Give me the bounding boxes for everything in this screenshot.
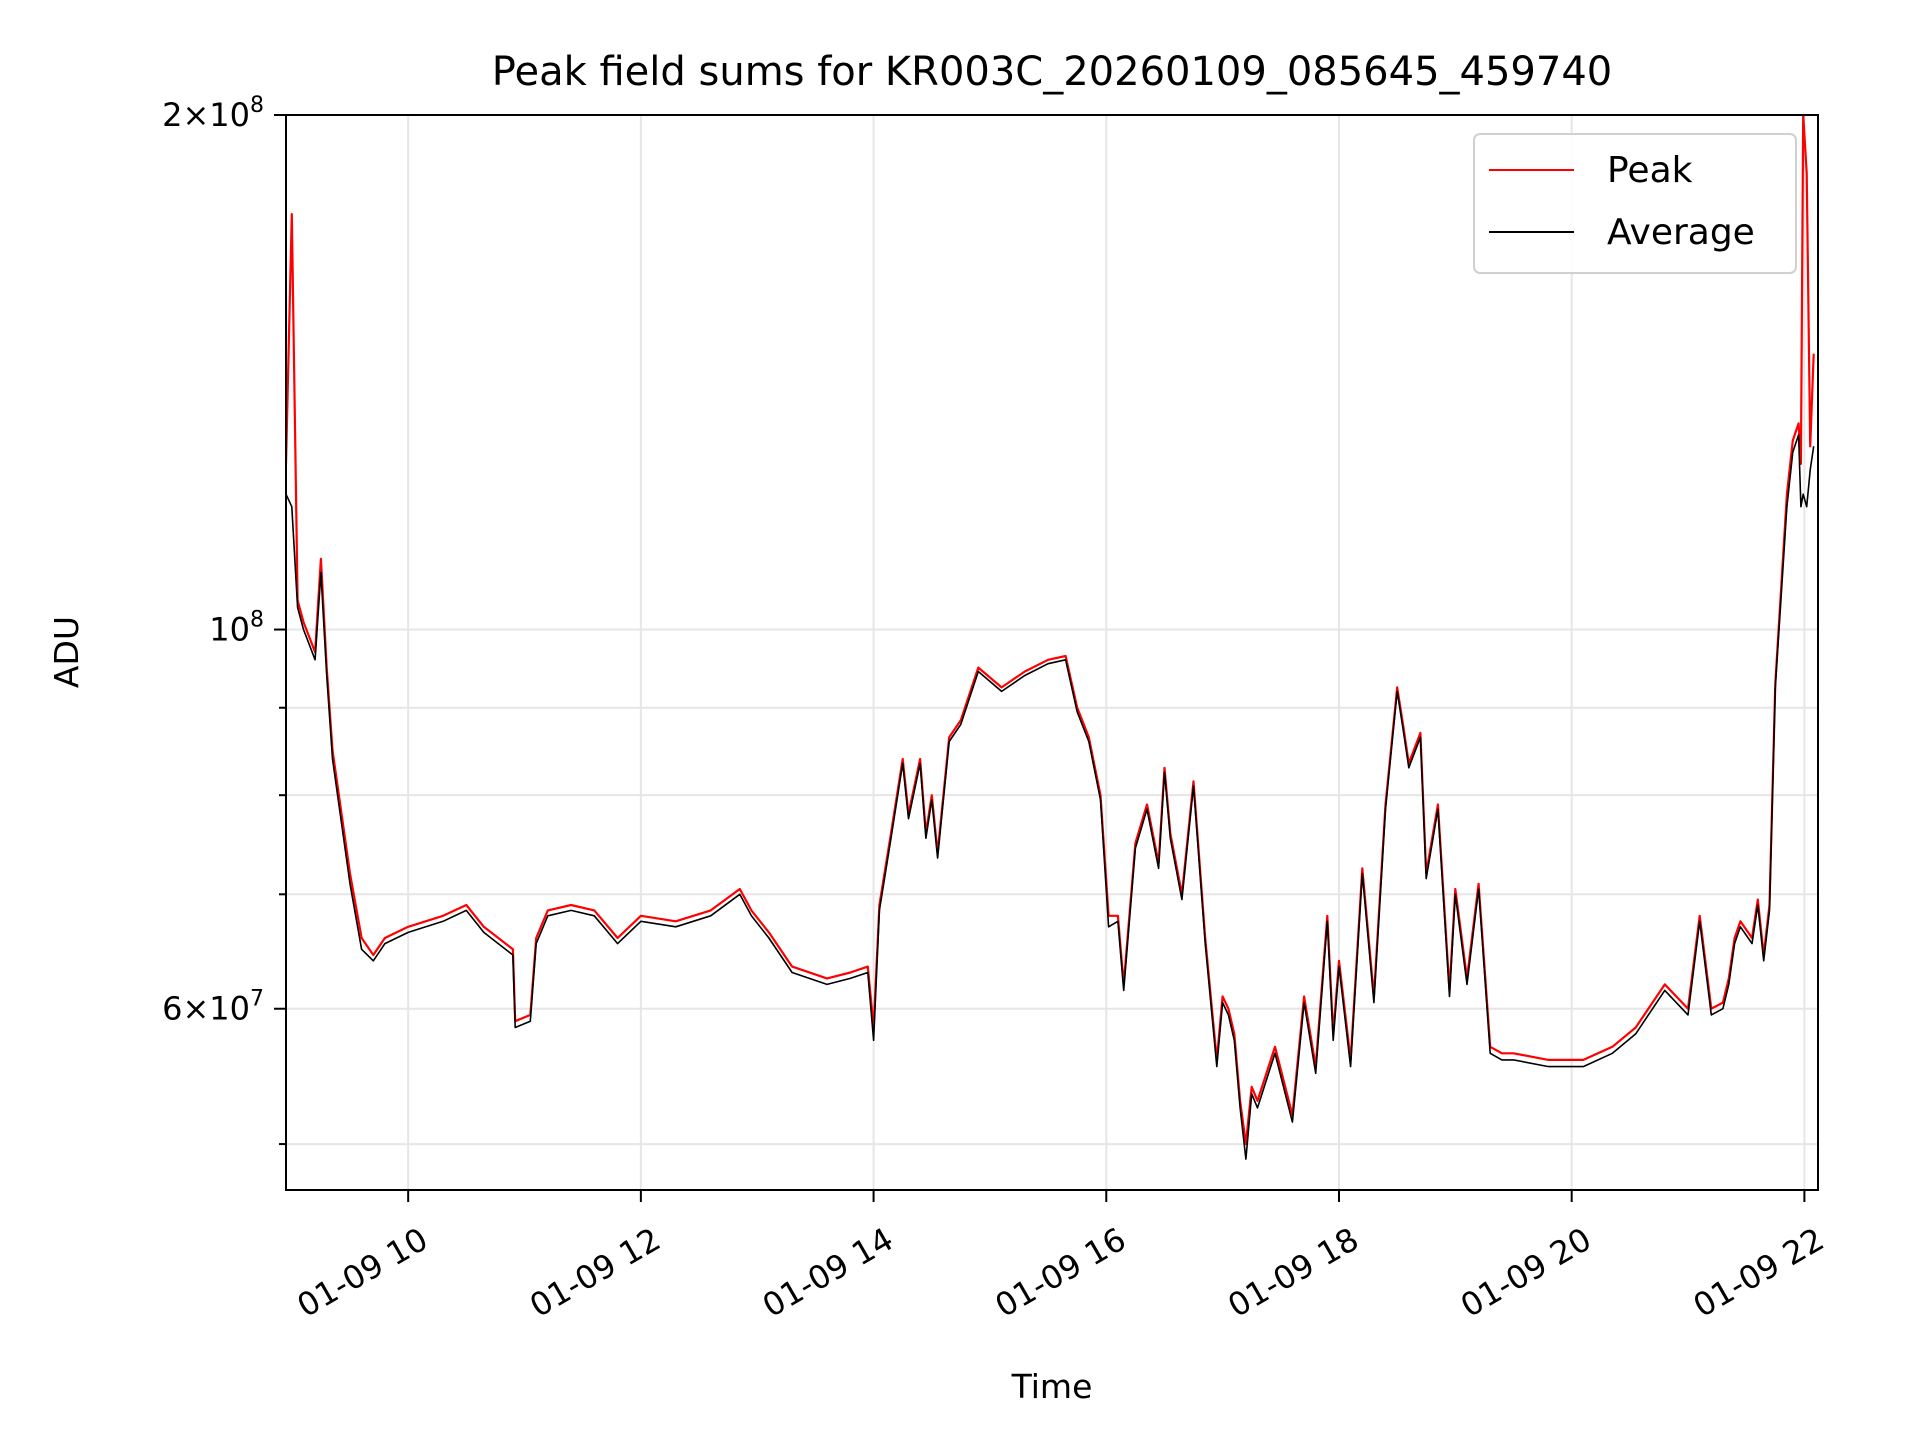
y-tick-label: 108 <box>209 608 264 649</box>
legend: Peak Average <box>1473 133 1797 274</box>
y-tick-label: 6×107 <box>162 987 264 1028</box>
series-line-average <box>285 433 1815 1160</box>
y-axis: 108 6×107 2×108 <box>162 93 286 1146</box>
x-axis-label: Time <box>1011 1367 1093 1406</box>
plot-frame <box>285 114 1819 1191</box>
legend-box <box>1473 133 1797 274</box>
chart-title: Peak field sums for KR003C_20260109_0856… <box>492 49 1612 95</box>
series-layer <box>284 113 1815 1160</box>
y-axis-label: ADU <box>47 616 86 688</box>
legend-label-average: Average <box>1607 212 1755 253</box>
y-tick-label: 2×108 <box>162 93 264 134</box>
grid <box>286 115 1818 1190</box>
legend-label-peak: Peak <box>1607 150 1693 191</box>
